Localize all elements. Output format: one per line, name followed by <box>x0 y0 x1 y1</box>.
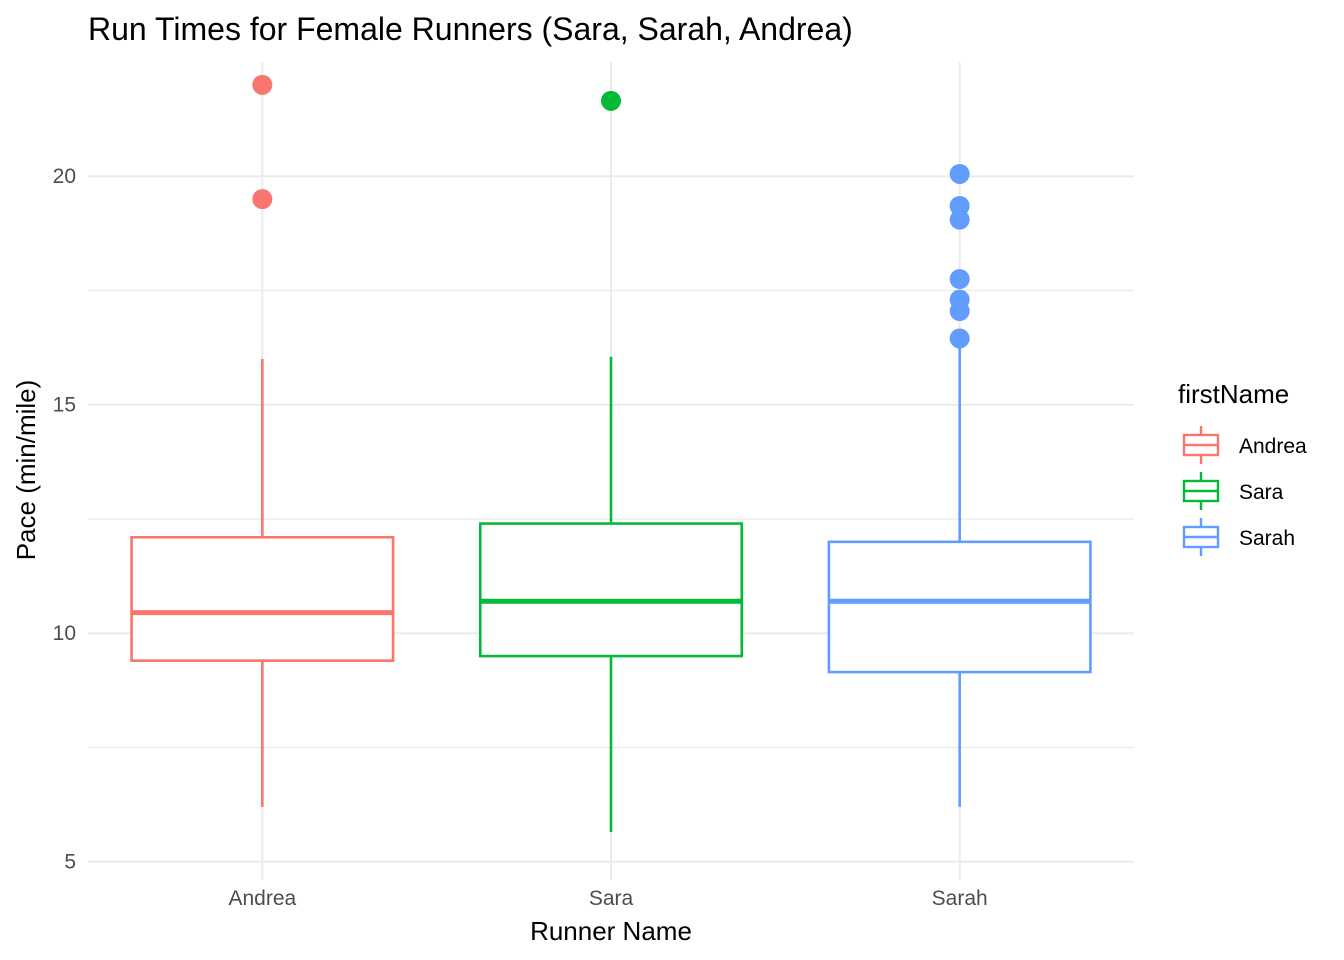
outlier-point <box>949 289 970 310</box>
outlier-point <box>949 209 970 230</box>
legend-item-andrea: Andrea <box>1182 426 1307 464</box>
legend-label: Andrea <box>1239 435 1307 458</box>
legend-label: Sara <box>1239 481 1284 504</box>
x-tick-label: Sarah <box>932 887 988 910</box>
legend-item-sarah: Sarah <box>1182 518 1295 556</box>
outlier-point <box>949 328 970 349</box>
y-axis-ticks: 5 10 15 20 <box>53 165 76 873</box>
y-tick-label: 15 <box>53 394 76 417</box>
outlier-point <box>601 90 621 111</box>
x-axis-title: Runner Name <box>530 916 692 946</box>
outlier-point <box>252 189 273 210</box>
legend: firstName Andrea Sara Sarah <box>1178 379 1307 556</box>
x-tick-label: Sara <box>589 887 634 910</box>
outlier-point <box>949 195 970 216</box>
box-iqr <box>478 522 744 658</box>
box-iqr <box>827 540 1092 674</box>
box-group-sara <box>478 90 744 833</box>
y-tick-label: 10 <box>53 622 76 645</box>
legend-title: firstName <box>1178 379 1289 409</box>
legend-label: Sarah <box>1239 527 1295 550</box>
box-layer <box>130 74 1092 833</box>
box-iqr <box>130 535 395 662</box>
x-axis-ticks: Andrea Sara Sarah <box>228 887 987 910</box>
x-tick-label: Andrea <box>228 887 296 910</box>
outlier-point <box>949 163 970 184</box>
y-tick-label: 5 <box>64 851 76 874</box>
box-group-andrea <box>130 74 395 807</box>
y-axis-title: Pace (min/mile) <box>11 380 41 561</box>
outlier-point <box>252 74 273 95</box>
outlier-point <box>949 269 970 290</box>
box-group-sarah <box>827 163 1092 807</box>
legend-item-sara: Sara <box>1182 472 1284 510</box>
y-tick-label: 20 <box>53 165 76 188</box>
chart-title: Run Times for Female Runners (Sara, Sara… <box>88 11 853 47</box>
